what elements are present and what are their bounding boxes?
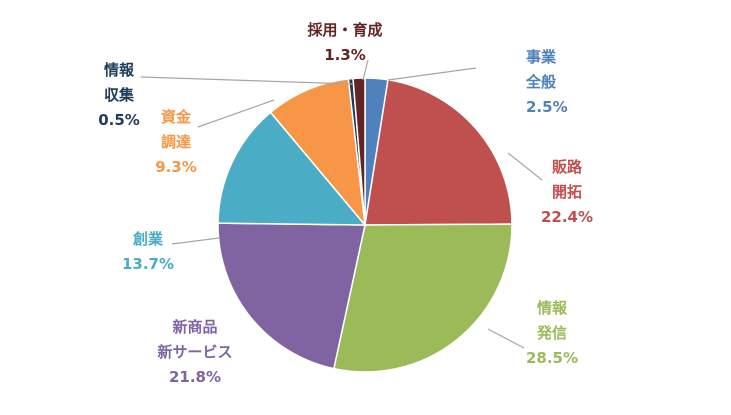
leader-line-1 <box>507 152 543 181</box>
slice-value-4: 13.7% <box>122 255 174 273</box>
leader-line-2 <box>487 328 525 349</box>
slice-name-3: 新サービス <box>157 343 232 361</box>
slice-value-3: 21.8% <box>169 368 221 386</box>
leader-line-5 <box>197 99 275 128</box>
slice-name-6: 情報 <box>104 61 135 79</box>
slice-value-2: 28.5% <box>526 349 578 367</box>
pie-slice-4 <box>217 111 367 226</box>
slice-value-5: 9.3% <box>155 158 197 176</box>
pie-slice-3 <box>217 222 366 370</box>
slice-name-1: 開拓 <box>552 183 582 201</box>
slice-value-6: 0.5% <box>98 111 140 129</box>
slice-value-0: 2.5% <box>526 98 568 116</box>
slice-name-7: 採用・育成 <box>307 21 382 39</box>
pie-slice-2 <box>332 223 513 373</box>
slice-name-0: 事業 <box>526 48 557 66</box>
slice-name-6: 収集 <box>104 86 135 104</box>
leader-lines <box>140 59 543 349</box>
pie-slices <box>217 77 513 373</box>
slice-name-2: 発信 <box>536 324 567 342</box>
slice-label-6: 情報収集 0.5% <box>98 61 140 129</box>
slice-labels: 事業全般 2.5% 販路開拓 22.4% 情報発信 28.5% 新商品新サービス 21.8% 創… <box>98 21 593 386</box>
slice-name-2: 情報 <box>537 299 568 317</box>
leader-line-6 <box>140 76 353 85</box>
slice-label-7: 採用・育成 1.3% <box>307 21 382 64</box>
slice-value-1: 22.4% <box>541 208 593 226</box>
leader-line-7 <box>362 59 369 81</box>
slice-name-3: 新商品 <box>172 318 217 336</box>
slice-name-5: 調達 <box>161 133 191 151</box>
pie-slice-5 <box>269 78 367 228</box>
slice-name-0: 全般 <box>525 73 556 91</box>
slice-label-1: 販路開拓 22.4% <box>541 158 593 226</box>
slice-label-5: 資金調達 9.3% <box>155 108 197 176</box>
slice-label-4: 創業 13.7% <box>122 230 174 273</box>
leader-line-4 <box>171 237 220 245</box>
slice-label-0: 事業全般 2.5% <box>525 48 568 116</box>
slice-label-3: 新商品新サービス 21.8% <box>157 318 232 386</box>
slice-value-7: 1.3% <box>324 46 366 64</box>
pie-slice-1 <box>364 78 513 226</box>
leader-line-0 <box>387 67 477 81</box>
slice-name-5: 資金 <box>161 108 192 126</box>
slice-label-2: 情報発信 28.5% <box>526 299 578 367</box>
slice-name-4: 創業 <box>132 230 164 248</box>
pie-slice-7 <box>352 77 366 226</box>
slice-name-1: 販路 <box>552 158 583 176</box>
